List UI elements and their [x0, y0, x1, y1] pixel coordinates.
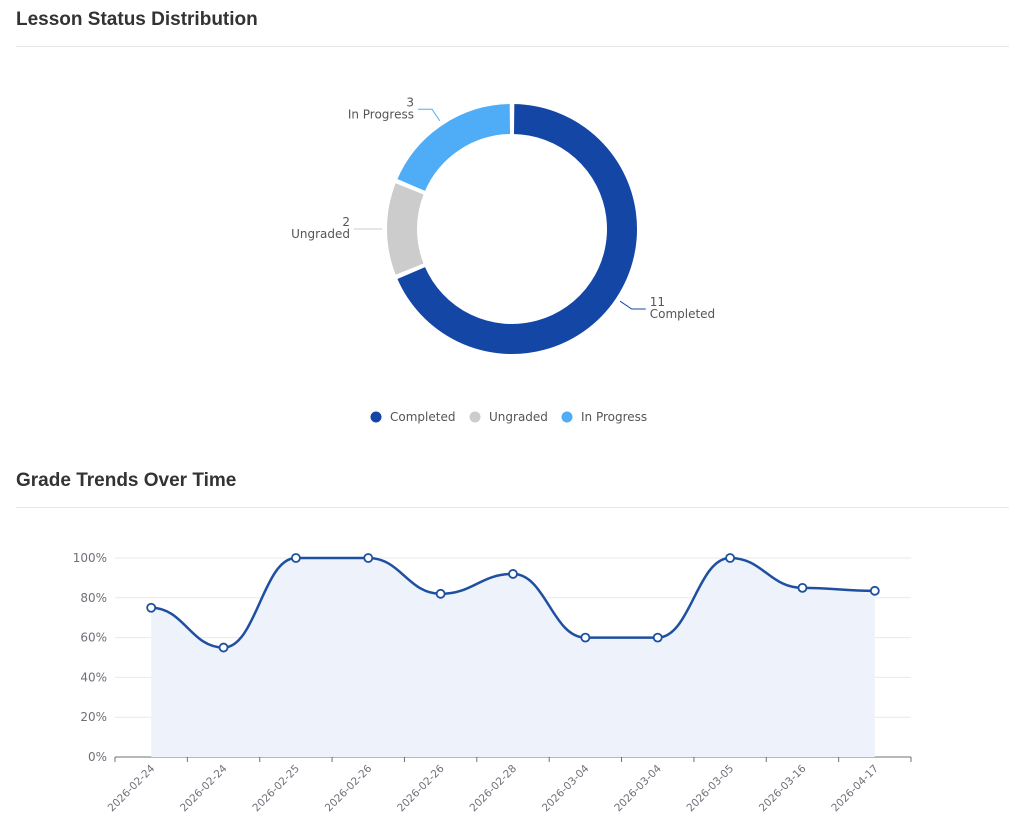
x-tick-label: 2026-03-04 [540, 762, 592, 814]
section-divider [16, 507, 1009, 508]
donut-value-label: 11 [650, 295, 665, 309]
grade-point[interactable] [869, 585, 880, 596]
grade-point[interactable] [652, 632, 663, 643]
donut-category-label: Completed [650, 307, 715, 321]
grade-point[interactable] [146, 602, 157, 613]
legend-marker [561, 411, 573, 423]
grade-point[interactable] [580, 632, 591, 643]
x-tick-label: 2026-02-28 [467, 763, 519, 815]
legend-item-in-progress[interactable]: In Progress [561, 410, 648, 424]
donut-category-label: In Progress [348, 107, 414, 121]
legend-marker [469, 411, 481, 423]
lesson-status-title: Lesson Status Distribution [16, 9, 258, 30]
grade-point[interactable] [218, 642, 229, 653]
donut-slice-in-progress[interactable] [395, 102, 513, 194]
donut-value-label: 2 [342, 215, 350, 229]
donut-category-label: Ungraded [291, 227, 350, 241]
grade-point[interactable] [435, 588, 446, 599]
y-tick-label: 80% [80, 591, 107, 605]
section-divider [16, 46, 1009, 47]
y-tick-label: 20% [80, 710, 107, 724]
donut-legend: Completed Ungraded In Progress [370, 410, 648, 424]
x-tick-label: 2026-03-05 [685, 763, 737, 815]
legend-label: Ungraded [489, 410, 548, 424]
donut-slice-completed[interactable] [395, 102, 639, 356]
x-tick-label: 2026-03-16 [757, 762, 809, 814]
grade-point[interactable] [797, 582, 808, 593]
legend-item-completed[interactable]: Completed [370, 410, 456, 424]
y-tick-label: 0% [88, 750, 107, 764]
legend-label: Completed [390, 410, 455, 424]
grade-point[interactable] [508, 569, 518, 579]
x-tick-label: 2026-02-24 [106, 762, 158, 814]
legend-item-ungraded[interactable]: Ungraded [469, 410, 548, 424]
grade-trends-title: Grade Trends Over Time [16, 470, 237, 491]
x-tick-label: 2026-02-26 [323, 762, 375, 814]
x-tick-label: 2026-04-17 [829, 763, 881, 815]
grade-area-fill [151, 558, 875, 757]
grade-point[interactable] [725, 553, 735, 563]
donut-leader-line [619, 300, 646, 310]
donut-leader-line [417, 108, 441, 122]
y-tick-label: 40% [80, 670, 107, 684]
legend-label: In Progress [581, 410, 647, 424]
x-tick-label: 2026-02-25 [250, 763, 302, 815]
donut-slice-ungraded[interactable] [385, 181, 426, 277]
y-tick-label: 100% [73, 551, 107, 565]
donut-value-label: 3 [406, 95, 414, 109]
x-tick-label: 2026-02-24 [178, 762, 230, 814]
x-tick-label: 2026-03-04 [612, 762, 664, 814]
grade-point[interactable] [363, 553, 374, 563]
grade-trends-line-chart: 0% 20% 40% 60% 80% 100% 2026-02-24 2026-02-24 2… [73, 551, 912, 815]
legend-marker [370, 411, 382, 423]
y-tick-label: 60% [80, 631, 107, 645]
x-tick-label: 2026-02-26 [395, 762, 447, 814]
grade-point[interactable] [291, 553, 301, 563]
